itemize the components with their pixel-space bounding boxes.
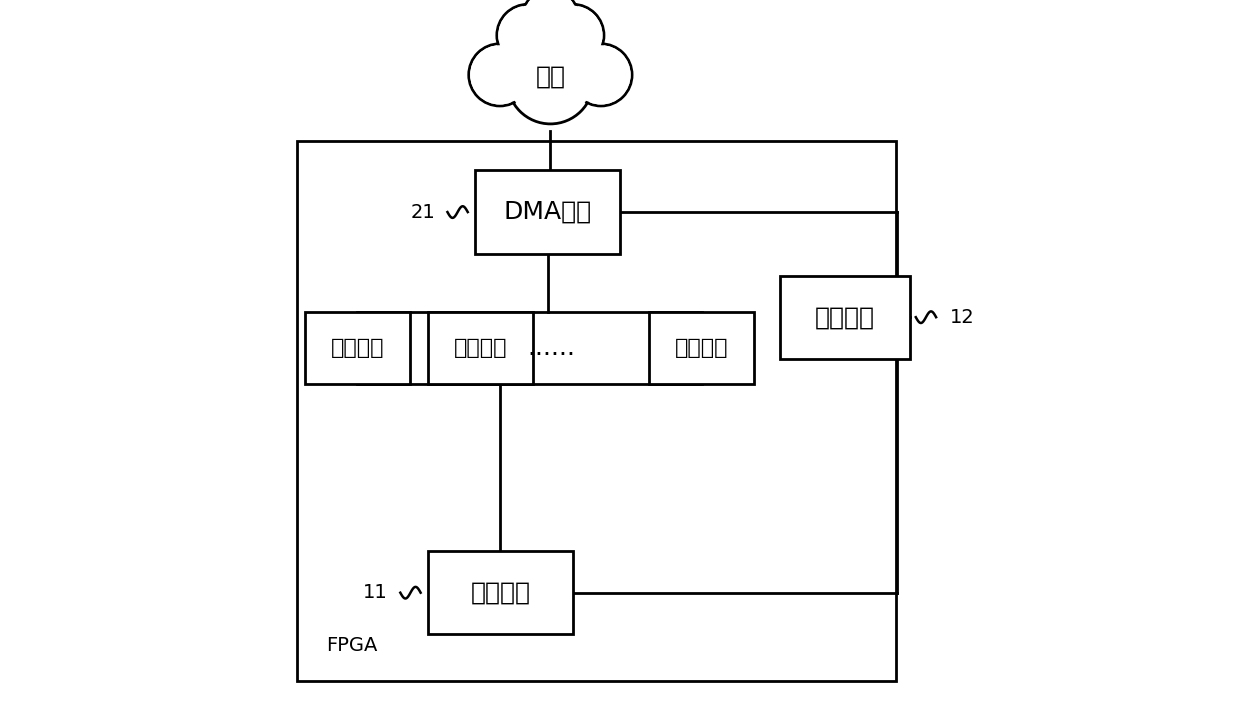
Circle shape [522, 0, 579, 47]
Circle shape [469, 44, 531, 106]
Circle shape [544, 7, 601, 65]
Text: 21: 21 [410, 202, 435, 222]
Text: 云端: 云端 [536, 64, 565, 88]
Bar [305, 312, 409, 384]
Bar [298, 141, 895, 681]
Bar [649, 312, 754, 384]
Text: DMA模块: DMA模块 [503, 200, 591, 224]
Circle shape [497, 4, 559, 67]
Circle shape [570, 44, 632, 106]
Bar [475, 170, 620, 254]
Bar [780, 276, 910, 359]
Text: 处理单元: 处理单元 [675, 338, 728, 358]
Circle shape [507, 38, 594, 124]
Text: ......: ...... [527, 336, 575, 360]
Text: 处理单元: 处理单元 [454, 338, 507, 358]
Text: 12: 12 [950, 307, 975, 327]
Text: 11: 11 [363, 583, 388, 602]
Bar [428, 312, 533, 384]
Text: 存储模块: 存储模块 [815, 305, 874, 329]
Bar [428, 551, 573, 634]
Text: 处理单元: 处理单元 [330, 338, 384, 358]
Text: 控制模块: 控制模块 [470, 581, 531, 605]
Circle shape [523, 0, 577, 46]
Circle shape [471, 46, 528, 104]
Text: FPGA: FPGA [326, 636, 378, 655]
Circle shape [542, 4, 604, 67]
Circle shape [498, 7, 557, 65]
Circle shape [511, 41, 590, 121]
Circle shape [572, 46, 630, 104]
